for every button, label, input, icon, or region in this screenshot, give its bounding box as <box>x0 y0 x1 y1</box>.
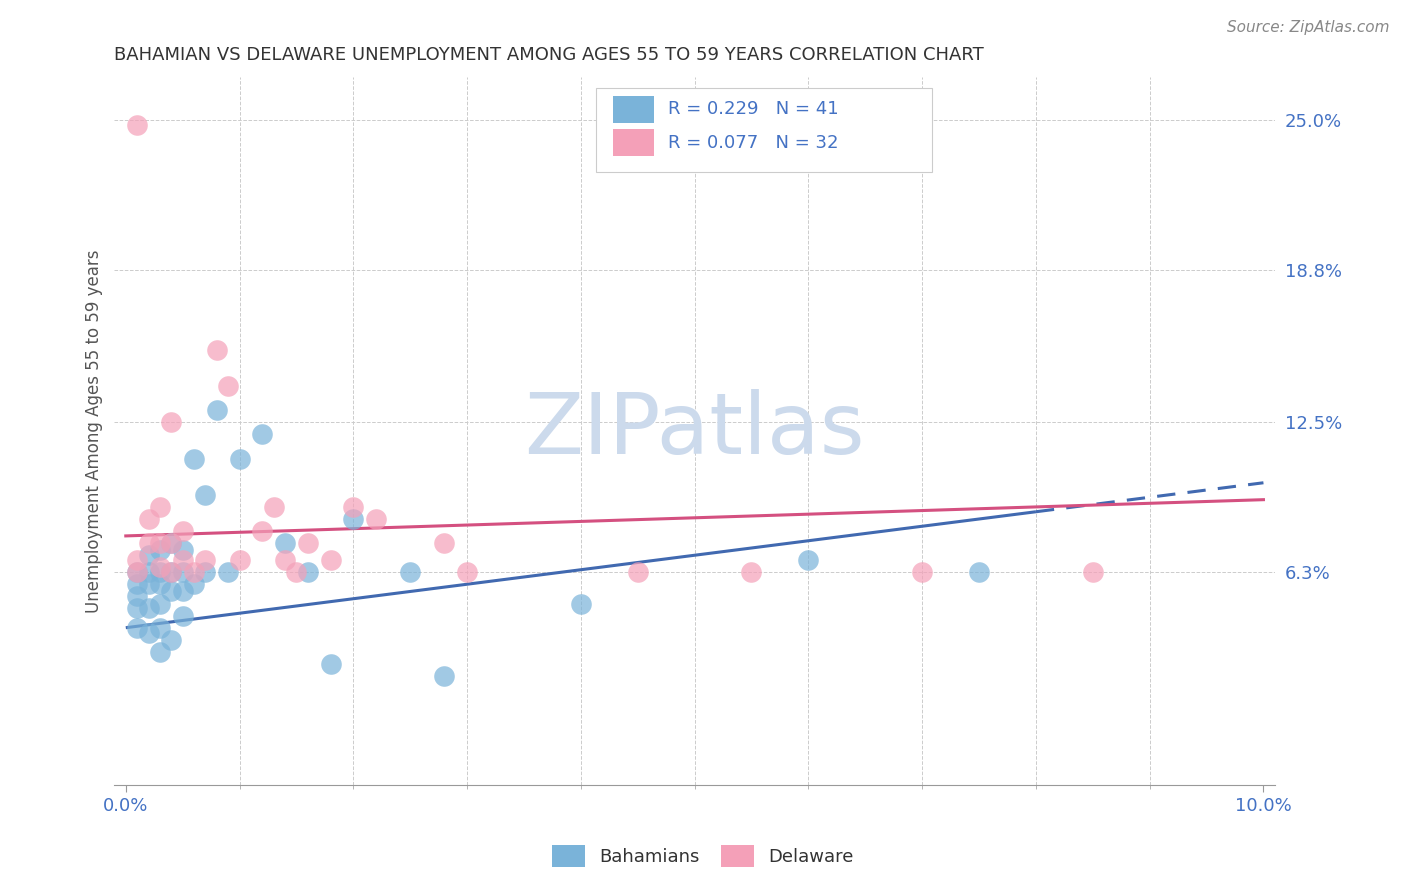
Point <box>149 565 172 579</box>
Point <box>138 625 160 640</box>
Text: R = 0.229   N = 41: R = 0.229 N = 41 <box>668 101 838 119</box>
Point <box>127 553 149 567</box>
Point <box>274 553 297 567</box>
Point <box>160 416 183 430</box>
Point <box>433 669 456 683</box>
Point <box>342 500 364 514</box>
Point <box>127 565 149 579</box>
Point <box>127 565 149 579</box>
Point <box>172 543 194 558</box>
Point <box>149 577 172 591</box>
Point <box>274 536 297 550</box>
Point <box>740 565 762 579</box>
Point <box>433 536 456 550</box>
Point <box>297 565 319 579</box>
Point <box>160 565 183 579</box>
Point <box>160 536 183 550</box>
Point <box>183 451 205 466</box>
Point <box>967 565 990 579</box>
Point <box>172 524 194 538</box>
Text: Source: ZipAtlas.com: Source: ZipAtlas.com <box>1226 20 1389 35</box>
Point <box>194 488 217 502</box>
Point <box>138 565 160 579</box>
Point <box>138 536 160 550</box>
Point <box>297 536 319 550</box>
Point <box>149 645 172 659</box>
Point <box>569 597 592 611</box>
Point <box>138 548 160 562</box>
Point <box>205 343 228 357</box>
Point <box>285 565 308 579</box>
Point <box>172 584 194 599</box>
Point <box>364 512 387 526</box>
Point <box>797 553 820 567</box>
Point <box>172 553 194 567</box>
FancyBboxPatch shape <box>596 87 932 172</box>
Point <box>127 601 149 615</box>
Text: ZIPatlas: ZIPatlas <box>524 389 865 473</box>
Point <box>319 553 342 567</box>
Point <box>1081 565 1104 579</box>
Point <box>160 536 183 550</box>
Point <box>138 512 160 526</box>
Point <box>194 553 217 567</box>
Point <box>342 512 364 526</box>
Point <box>319 657 342 671</box>
Text: BAHAMIAN VS DELAWARE UNEMPLOYMENT AMONG AGES 55 TO 59 YEARS CORRELATION CHART: BAHAMIAN VS DELAWARE UNEMPLOYMENT AMONG … <box>114 46 984 64</box>
Point <box>263 500 285 514</box>
Point <box>138 577 160 591</box>
Bar <box>613 96 654 123</box>
Point <box>149 560 172 574</box>
Point <box>627 565 650 579</box>
Point <box>228 553 250 567</box>
Point <box>217 379 239 393</box>
Point <box>138 601 160 615</box>
Point <box>149 621 172 635</box>
Point <box>183 565 205 579</box>
Point <box>127 621 149 635</box>
Point <box>149 543 172 558</box>
Point <box>205 403 228 417</box>
Point <box>252 524 274 538</box>
Point <box>149 500 172 514</box>
Y-axis label: Unemployment Among Ages 55 to 59 years: Unemployment Among Ages 55 to 59 years <box>86 249 103 613</box>
Point <box>252 427 274 442</box>
Point <box>127 577 149 591</box>
Point <box>160 632 183 647</box>
Point <box>217 565 239 579</box>
Point <box>456 565 478 579</box>
Text: R = 0.077   N = 32: R = 0.077 N = 32 <box>668 134 838 152</box>
Point <box>149 597 172 611</box>
Point <box>228 451 250 466</box>
Point <box>399 565 422 579</box>
Point <box>172 608 194 623</box>
Point <box>160 584 183 599</box>
Point <box>149 536 172 550</box>
Bar <box>613 129 654 156</box>
Point <box>160 565 183 579</box>
Point <box>194 565 217 579</box>
Point <box>172 565 194 579</box>
Point <box>127 118 149 132</box>
Point <box>127 590 149 604</box>
Point <box>183 577 205 591</box>
Point <box>911 565 934 579</box>
Legend: Bahamians, Delaware: Bahamians, Delaware <box>546 838 860 874</box>
